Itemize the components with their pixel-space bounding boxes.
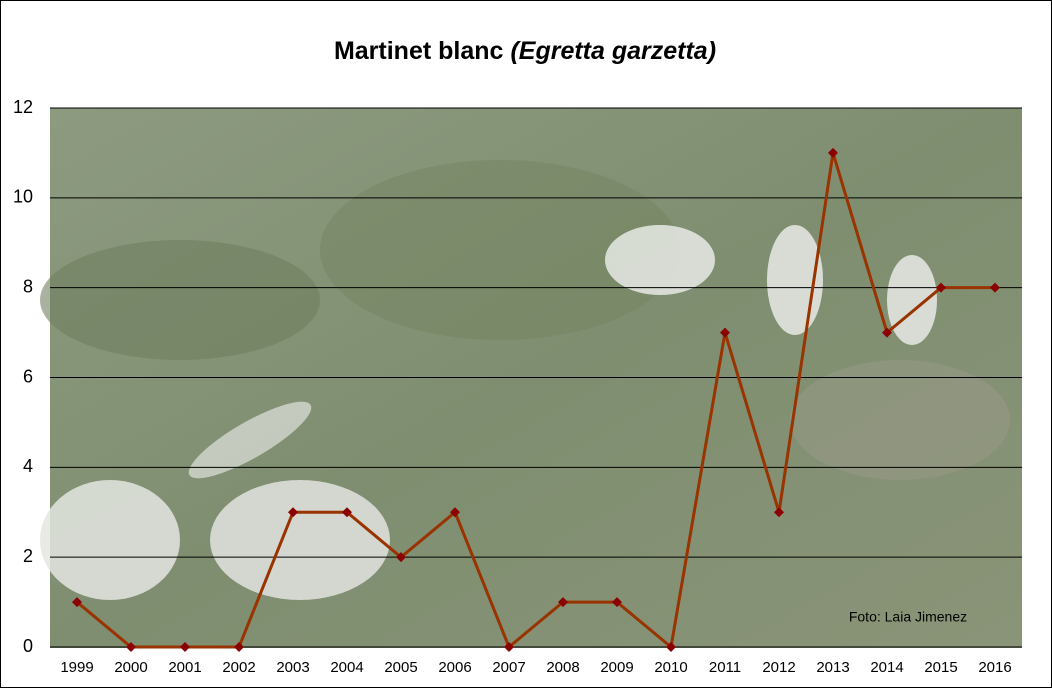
data-point	[72, 597, 82, 608]
data-point	[288, 507, 298, 518]
y-tick-label: 2	[23, 546, 33, 566]
photo-credit: Foto: Laia Jimenez	[849, 609, 967, 625]
x-tick-label: 2002	[222, 659, 255, 676]
x-tick-label: 2008	[546, 659, 579, 676]
x-tick-label: 2009	[600, 659, 633, 676]
x-tick-label: 2014	[870, 659, 903, 676]
title-species: (Egretta garzetta)	[510, 37, 716, 65]
data-point	[990, 282, 1000, 293]
x-tick-label: 2004	[330, 659, 363, 676]
x-tick-label: 2006	[438, 659, 471, 676]
x-tick-label: 2011	[709, 659, 741, 676]
y-tick-label: 0	[23, 636, 33, 656]
data-point	[126, 642, 136, 652]
x-tick-label: 2013	[816, 659, 849, 676]
x-tick-label: 1999	[60, 659, 93, 676]
data-point	[234, 642, 244, 652]
x-tick-label: 2016	[978, 659, 1011, 676]
data-point	[774, 507, 784, 518]
data-point	[936, 282, 946, 293]
x-tick-label: 2007	[492, 659, 525, 676]
data-point	[558, 597, 568, 608]
y-tick-label: 6	[23, 366, 33, 386]
data-point	[450, 507, 460, 518]
data-point	[342, 507, 352, 518]
x-tick-label: 2010	[654, 659, 687, 676]
data-line	[76, 152, 995, 650]
data-point	[882, 327, 892, 338]
data-point	[396, 552, 406, 563]
data-point	[612, 597, 622, 608]
x-tick-label: 2001	[168, 659, 201, 676]
data-point	[666, 642, 676, 652]
data-point	[828, 147, 838, 158]
y-tick-label: 10	[13, 187, 33, 207]
y-tick-label: 12	[13, 97, 33, 117]
x-tick-label: 2003	[276, 659, 309, 676]
x-tick-label: 2005	[384, 659, 417, 676]
data-point	[180, 642, 190, 652]
data-point	[504, 642, 514, 652]
data-point	[720, 327, 730, 338]
x-tick-label: 2000	[114, 659, 147, 676]
title-main: Martinet blanc	[334, 37, 504, 65]
chart-title: Martinet blanc (Egretta garzetta)	[334, 37, 716, 65]
x-tick-label: 2012	[762, 659, 795, 676]
x-tick-label: 2015	[924, 659, 957, 676]
y-tick-label: 4	[23, 456, 33, 476]
y-tick-label: 8	[23, 276, 33, 296]
